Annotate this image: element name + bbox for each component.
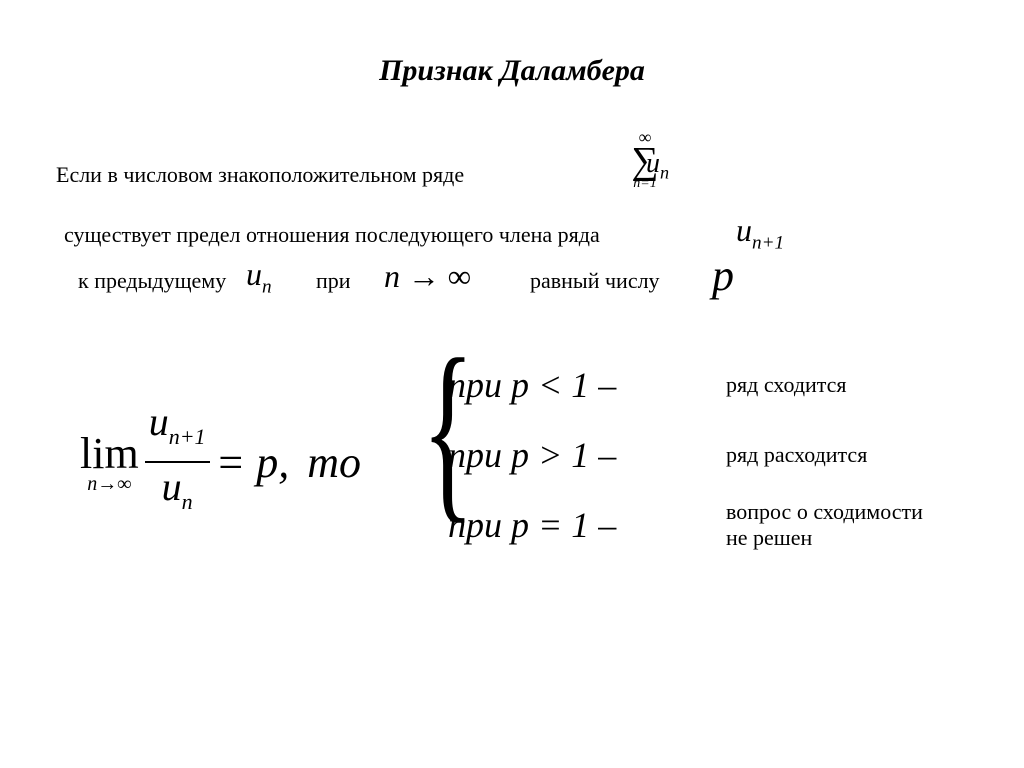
n-to-infinity: n → ∞ [384, 258, 471, 295]
case-text-3b: не решен [726, 525, 812, 550]
slide: Признак Даламбера Если в числовом знакоп… [0, 0, 1024, 768]
sigma-symbol: ∑ [600, 144, 690, 178]
text-line-3c: равный числу [530, 268, 660, 294]
p-symbol: p [712, 250, 734, 301]
u-sub-2: n [262, 276, 272, 297]
case-text-3a: вопрос о сходимости [726, 499, 923, 524]
sigma-term-u: u [646, 148, 660, 179]
case-cond-1: при p < 1 – [448, 364, 708, 406]
text-line-3b: при [316, 268, 351, 294]
sigma-term: un [646, 148, 669, 184]
sigma-expression: ∞ ∑ n=1 un [600, 130, 690, 190]
num-sub: n+1 [169, 424, 206, 449]
page-title: Признак Даламбера [0, 54, 1024, 88]
u-sub: n+1 [752, 232, 784, 253]
fraction-bar [145, 461, 210, 463]
sigma-lower: n=1 [600, 178, 690, 190]
den-u: u [162, 464, 182, 509]
case-row-2: при p > 1 – ряд расходится [448, 420, 923, 490]
u-letter-2: u [246, 256, 262, 292]
equals-p: = p, [216, 438, 290, 487]
case-cond-3: при p = 1 – [448, 504, 708, 546]
case-cond-2: при p > 1 – [448, 434, 708, 476]
u-n: un [246, 256, 272, 298]
num-u: u [149, 399, 169, 444]
cases-block: при p < 1 – ряд сходится при p > 1 – ряд… [448, 350, 923, 560]
u-n-plus-1: un+1 [736, 212, 784, 254]
lim-subscript: n→∞ [80, 473, 139, 496]
fraction-numerator: un+1 [145, 400, 210, 459]
den-sub: n [182, 489, 193, 514]
text-line-1: Если в числовом знакоположительном ряде [56, 162, 464, 188]
case-row-3: при p = 1 – вопрос о сходимости не решен [448, 490, 923, 560]
fraction: un+1 un [145, 400, 210, 524]
limit-formula: lim n→∞ un+1 un = p, [80, 400, 361, 524]
sigma-term-sub: n [660, 163, 669, 183]
case-text-3: вопрос о сходимости не решен [726, 499, 923, 551]
text-line-3a: к предыдущему [78, 268, 226, 294]
case-text-2: ряд расходится [726, 442, 867, 468]
to-word: то [307, 438, 361, 487]
case-text-1: ряд сходится [726, 372, 847, 398]
u-letter: u [736, 212, 752, 248]
case-row-1: при p < 1 – ряд сходится [448, 350, 923, 420]
text-line-2: существует предел отношения последующего… [64, 222, 600, 248]
lim-text: lim [80, 428, 139, 479]
fraction-denominator: un [145, 465, 210, 524]
